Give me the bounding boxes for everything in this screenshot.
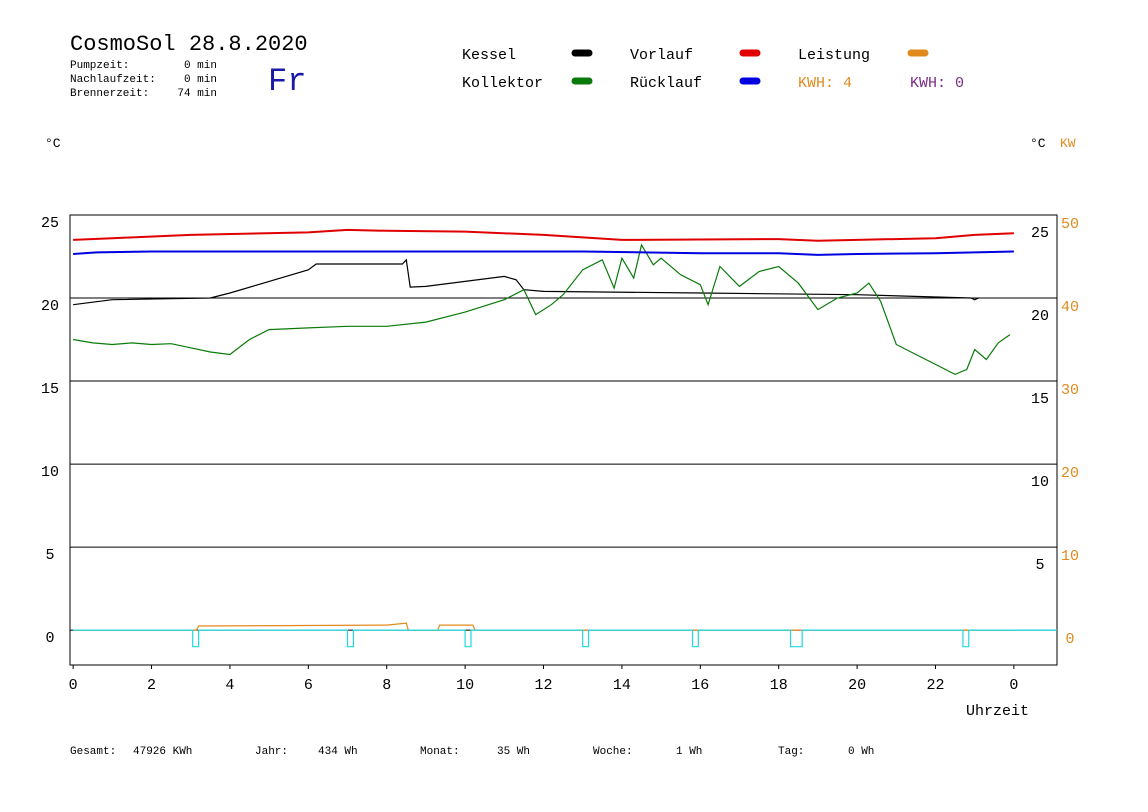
y-tick-label-right: 10: [1031, 474, 1049, 491]
y2-label: KW: [1060, 136, 1076, 151]
legend-label: Kollektor: [462, 75, 543, 92]
x-tick-label: 14: [613, 677, 631, 694]
y-tick-label: 0: [45, 630, 54, 647]
stat-value: 0 min: [184, 74, 217, 86]
stat-value: 0 min: [184, 60, 217, 72]
y-label: °C: [45, 136, 61, 151]
footer-label: Monat:: [420, 746, 460, 758]
legend-label: Leistung: [798, 47, 870, 64]
x-tick-label: 12: [535, 677, 553, 694]
footer-label: Tag:: [778, 746, 804, 758]
legend-label: Vorlauf: [630, 47, 693, 64]
weekday: Fr: [268, 63, 306, 100]
x-tick-label: 2: [147, 677, 156, 694]
x-tick-label: 10: [456, 677, 474, 694]
footer-value: 47926 KWh: [133, 746, 192, 758]
y-tick-label: 25: [41, 215, 59, 232]
footer-value: 434 Wh: [318, 746, 358, 758]
footer-value: 35 Wh: [497, 746, 530, 758]
stat-label: Brennerzeit:: [70, 88, 149, 100]
stat-label: Pumpzeit:: [70, 60, 129, 72]
footer-label: Woche:: [593, 746, 633, 758]
x-tick-label: 6: [304, 677, 313, 694]
footer-value: 1 Wh: [676, 746, 702, 758]
y-tick-label: 20: [41, 298, 59, 315]
series-line: [73, 629, 1057, 648]
y-tick-label-right: 5: [1035, 557, 1044, 574]
y2-tick-label: 30: [1061, 382, 1079, 399]
y-tick-label-right: 15: [1031, 391, 1049, 408]
footer-label: Gesamt:: [70, 746, 116, 758]
y2-tick-label: 20: [1061, 465, 1079, 482]
series-line: [73, 258, 979, 306]
x-label: Uhrzeit: [966, 703, 1029, 720]
x-tick-label: 4: [225, 677, 234, 694]
x-tick-label: 8: [382, 677, 391, 694]
legend-label: Rücklauf: [630, 75, 702, 92]
series-line: [73, 228, 1014, 242]
stat-value: 74 min: [177, 88, 217, 100]
legend-label: Kessel: [462, 47, 516, 64]
x-tick-label: 18: [770, 677, 788, 694]
y2-tick-label: 50: [1061, 216, 1079, 233]
y-tick-label: 5: [45, 547, 54, 564]
y-tick-label: 10: [41, 464, 59, 481]
kwh-label: KWH: 0: [910, 75, 964, 92]
y-tick-label-right: 25: [1031, 225, 1049, 242]
kwh-label: KWH: 4: [798, 75, 852, 92]
footer-label: Jahr:: [255, 746, 288, 758]
y2-tick-label: 0: [1065, 631, 1074, 648]
series-line: [72, 243, 1011, 376]
x-tick-label: 22: [926, 677, 944, 694]
footer-value: 0 Wh: [848, 746, 874, 758]
y2-tick-label: 10: [1061, 548, 1079, 565]
stat-label: Nachlaufzeit:: [70, 74, 156, 86]
plot-frame: [69, 214, 1058, 666]
series-line: [73, 250, 1014, 256]
x-tick-label: 20: [848, 677, 866, 694]
x-tick-label: 16: [691, 677, 709, 694]
series-line: [73, 622, 1014, 631]
y-tick-label: 15: [41, 381, 59, 398]
y2-tick-label: 40: [1061, 299, 1079, 316]
x-tick-label: 0: [1009, 677, 1018, 694]
y-label-right: °C: [1030, 136, 1046, 151]
title: CosmoSol 28.8.2020: [70, 32, 308, 57]
y-tick-label-right: 20: [1031, 308, 1049, 325]
x-tick-label: 0: [69, 677, 78, 694]
